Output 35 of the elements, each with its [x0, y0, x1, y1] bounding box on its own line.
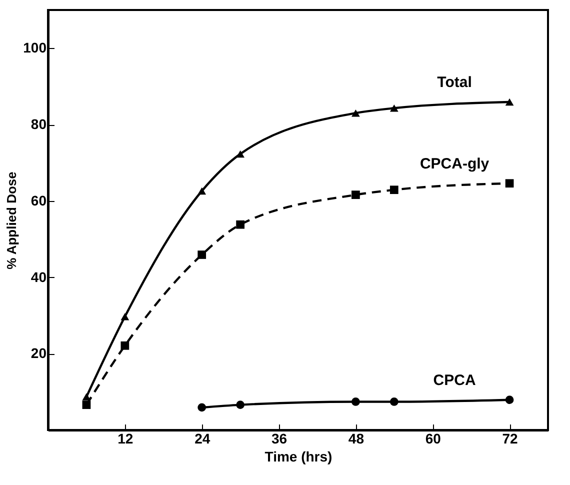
- series-label: Total: [437, 74, 472, 92]
- x-axis-title: Time (hrs): [264, 448, 332, 464]
- point: [198, 403, 206, 412]
- x-tick-label: 36: [271, 430, 288, 446]
- x-tick-label: 72: [502, 430, 518, 446]
- point: [505, 98, 514, 106]
- point: [198, 187, 206, 195]
- point: [236, 220, 244, 229]
- y-tick-label: 40: [30, 268, 47, 285]
- point: [236, 400, 244, 409]
- point: [390, 398, 398, 406]
- point: [505, 179, 514, 188]
- y-tick-label: 100: [23, 40, 47, 56]
- point: [505, 396, 514, 404]
- x-tick-label: 60: [425, 430, 442, 446]
- y-tick-label: 20: [30, 345, 47, 362]
- point: [120, 341, 130, 350]
- series-label: CPCA: [433, 372, 476, 389]
- x-tick-label: 24: [194, 430, 210, 446]
- x-tick-label: 12: [118, 430, 134, 446]
- point: [390, 186, 398, 194]
- point: [82, 393, 91, 400]
- point: [352, 109, 360, 117]
- point: [236, 150, 244, 158]
- point: [120, 312, 130, 320]
- point: [82, 400, 91, 409]
- point: [198, 250, 206, 259]
- series-label: CPCA-gly: [420, 155, 490, 172]
- point: [390, 104, 398, 112]
- y-tick-label: 60: [30, 192, 47, 208]
- y-tick-label: 80: [30, 116, 47, 132]
- y-axis-title: % Applied Dose: [4, 172, 20, 270]
- point: [352, 398, 360, 406]
- x-tick-label: 48: [348, 430, 364, 446]
- point: [352, 190, 360, 199]
